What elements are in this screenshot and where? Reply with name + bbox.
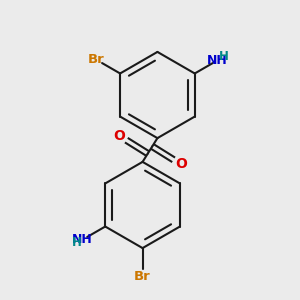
Text: O: O	[175, 157, 187, 171]
Text: Br: Br	[134, 270, 151, 283]
Text: H: H	[219, 50, 229, 63]
Text: NH: NH	[72, 233, 93, 246]
Text: H: H	[72, 236, 82, 249]
Text: Br: Br	[87, 53, 104, 66]
Text: NH: NH	[207, 54, 228, 67]
Text: O: O	[113, 129, 125, 143]
